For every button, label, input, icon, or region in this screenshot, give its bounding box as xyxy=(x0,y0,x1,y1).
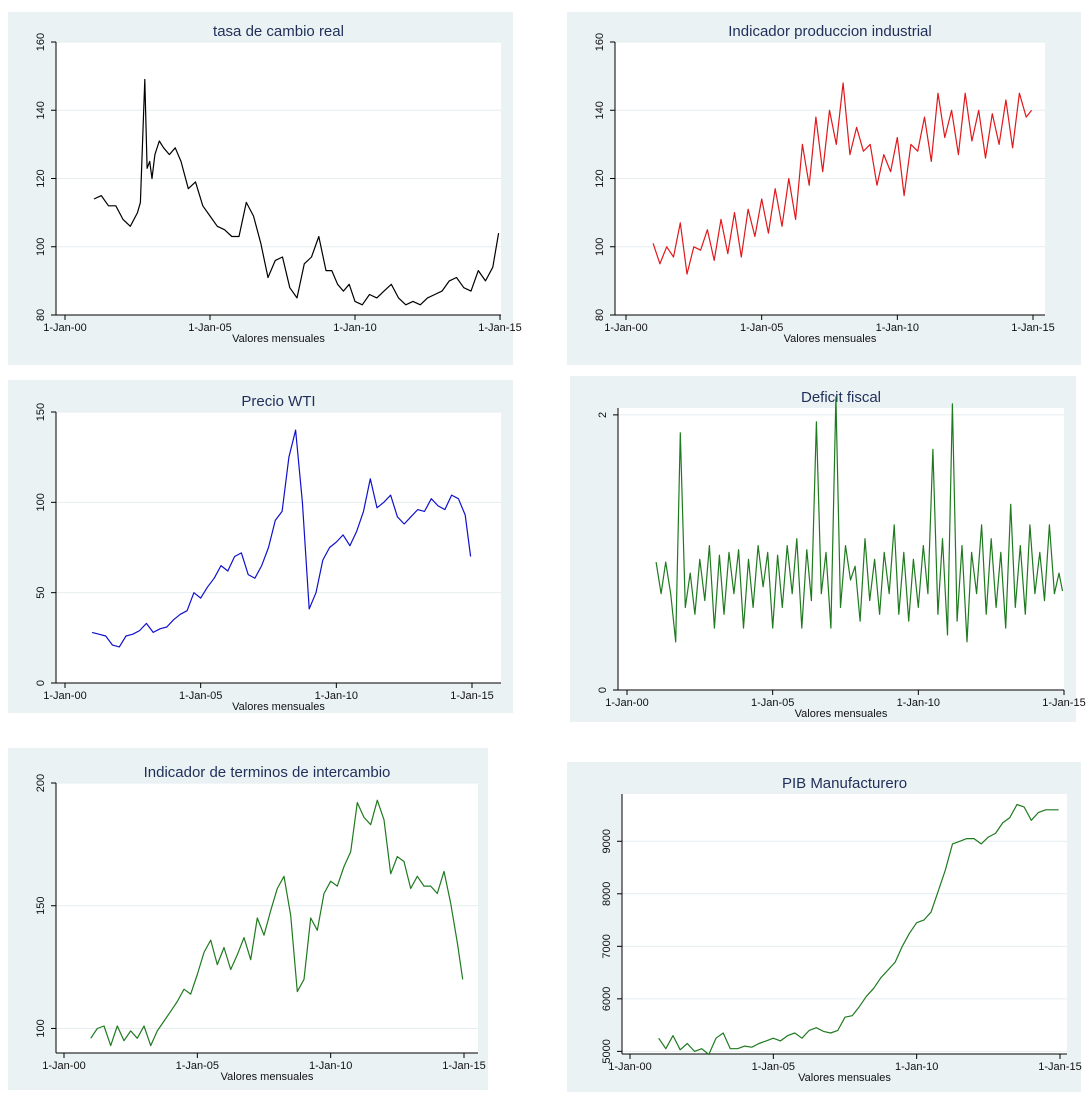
y-tick-label: 80 xyxy=(35,309,47,321)
chart-panel-indicador-produccion-industrial: Indicador produccion industrial 80 100 120 1… xyxy=(567,12,1081,365)
x-axis-label: Valores mensuales xyxy=(232,333,325,345)
x-axis-label: Valores mensuales xyxy=(795,708,888,720)
x-tick-label: 1-Jan-15 xyxy=(1011,322,1054,334)
x-tick-label: 1-Jan-00 xyxy=(608,1061,651,1073)
series-line xyxy=(658,803,1059,1056)
x-tick-label: 1-Jan-10 xyxy=(895,1061,938,1073)
chart-title: Deficit fiscal xyxy=(801,389,881,406)
series-line xyxy=(93,78,500,306)
x-tick-label: 1-Jan-00 xyxy=(42,1060,85,1072)
x-tick-label: 1-Jan-10 xyxy=(897,697,940,709)
plot-area xyxy=(56,783,478,1053)
x-tick-label: 1-Jan-10 xyxy=(333,322,376,334)
series-line xyxy=(90,799,464,1047)
y-tick-label: 120 xyxy=(35,169,47,187)
chart-title: tasa de cambio real xyxy=(213,23,344,40)
chart-panel-precio-wti: Precio WTI 0 50 100 150 1-Jan-00 1-Jan-05 1-Jan… xyxy=(8,380,513,713)
y-tick-label: 8000 xyxy=(601,882,613,906)
x-axis-label: Valores mensuales xyxy=(221,1071,314,1083)
y-tick-label: 140 xyxy=(35,101,47,119)
x-tick-label: 1-Jan-10 xyxy=(309,1060,352,1072)
chart-svg-def: Deficit fiscal 0 2 1-Jan-00 1-Jan-05 1-Jan-10… xyxy=(597,389,1086,720)
x-tick-label: 1-Jan-05 xyxy=(751,697,794,709)
chart-panel-pib-manufacturero: PIB Manufacturero 5000 6000 7000 8000 9000 1-J… xyxy=(567,762,1082,1092)
x-tick-label: 1-Jan-15 xyxy=(478,322,521,334)
y-tick-label: 160 xyxy=(35,33,47,51)
x-tick-label: 1-Jan-15 xyxy=(1042,697,1085,709)
y-tick-label: 9000 xyxy=(601,829,613,853)
x-tick-label: 1-Jan-05 xyxy=(176,1060,219,1072)
chart-title: Precio WTI xyxy=(241,393,315,410)
y-tick-label: 0 xyxy=(35,680,47,686)
x-tick-label: 1-Jan-05 xyxy=(188,322,231,334)
y-tick-label: 6000 xyxy=(601,987,613,1011)
chart-panel-terminos-de-intercambio: Indicador de terminos de intercambio 100 1… xyxy=(8,748,488,1090)
x-tick-label: 1-Jan-10 xyxy=(876,322,919,334)
y-tick-label: 0 xyxy=(597,687,609,693)
x-tick-label: 1-Jan-00 xyxy=(605,697,648,709)
chart-title: Indicador de terminos de intercambio xyxy=(144,764,391,781)
chart-title: PIB Manufacturero xyxy=(782,775,907,792)
x-tick-label: 1-Jan-10 xyxy=(315,690,358,702)
x-tick-label: 1-Jan-15 xyxy=(442,1060,485,1072)
y-tick-label: 100 xyxy=(35,1019,47,1037)
y-tick-label: 50 xyxy=(35,587,47,599)
x-tick-label: 1-Jan-05 xyxy=(740,322,783,334)
plot-area xyxy=(622,794,1067,1054)
y-tick-label: 120 xyxy=(594,169,606,187)
y-tick-label: 7000 xyxy=(601,934,613,958)
plot-area xyxy=(56,412,501,683)
x-axis-label: Valores mensuales xyxy=(784,333,877,345)
chart-svg-pib: PIB Manufacturero 5000 6000 7000 8000 9000 1-J… xyxy=(601,775,1082,1084)
chart-title: Indicador produccion industrial xyxy=(728,23,931,40)
series-line xyxy=(655,396,1064,643)
x-tick-label: 1-Jan-00 xyxy=(43,322,86,334)
x-tick-label: 1-Jan-15 xyxy=(1038,1061,1081,1073)
series-line xyxy=(652,82,1033,275)
y-tick-label: 100 xyxy=(35,493,47,511)
chart-svg-wti: Precio WTI 0 50 100 150 1-Jan-00 1-Jan-05 1-Jan… xyxy=(35,393,501,713)
y-tick-label: 140 xyxy=(594,101,606,119)
x-axis-label: Valores mensuales xyxy=(232,701,325,713)
x-tick-label: 1-Jan-00 xyxy=(604,322,647,334)
y-tick-label: 80 xyxy=(594,309,606,321)
chart-svg-ipi: Indicador produccion industrial 80 100 120 1… xyxy=(594,23,1055,345)
chart-panel-deficit-fiscal: Deficit fiscal 0 2 1-Jan-00 1-Jan-05 1-Jan-10… xyxy=(570,376,1086,722)
y-tick-label: 5000 xyxy=(601,1039,613,1063)
y-tick-label: 150 xyxy=(35,403,47,421)
y-tick-label: 150 xyxy=(35,897,47,915)
x-tick-label: 1-Jan-05 xyxy=(752,1061,795,1073)
plot-area xyxy=(618,408,1064,690)
x-tick-label: 1-Jan-00 xyxy=(43,690,86,702)
x-axis-label: Valores mensuales xyxy=(798,1072,891,1084)
chart-svg-tasa: tasa de cambio real 80 100 120 140 160 1-Jan-0… xyxy=(35,23,522,345)
y-tick-label: 160 xyxy=(594,33,606,51)
series-line xyxy=(91,429,472,648)
x-tick-label: 1-Jan-05 xyxy=(179,690,222,702)
y-tick-label: 200 xyxy=(35,774,47,792)
y-tick-label: 100 xyxy=(35,238,47,256)
y-tick-label: 2 xyxy=(597,412,609,418)
x-tick-label: 1-Jan-15 xyxy=(450,690,493,702)
chart-panel-tasa-de-cambio-real: tasa de cambio real 80 100 120 140 160 1-Jan-0… xyxy=(8,12,522,365)
chart-svg-tdi: Indicador de terminos de intercambio 100 1… xyxy=(35,764,486,1083)
y-tick-label: 100 xyxy=(594,238,606,256)
